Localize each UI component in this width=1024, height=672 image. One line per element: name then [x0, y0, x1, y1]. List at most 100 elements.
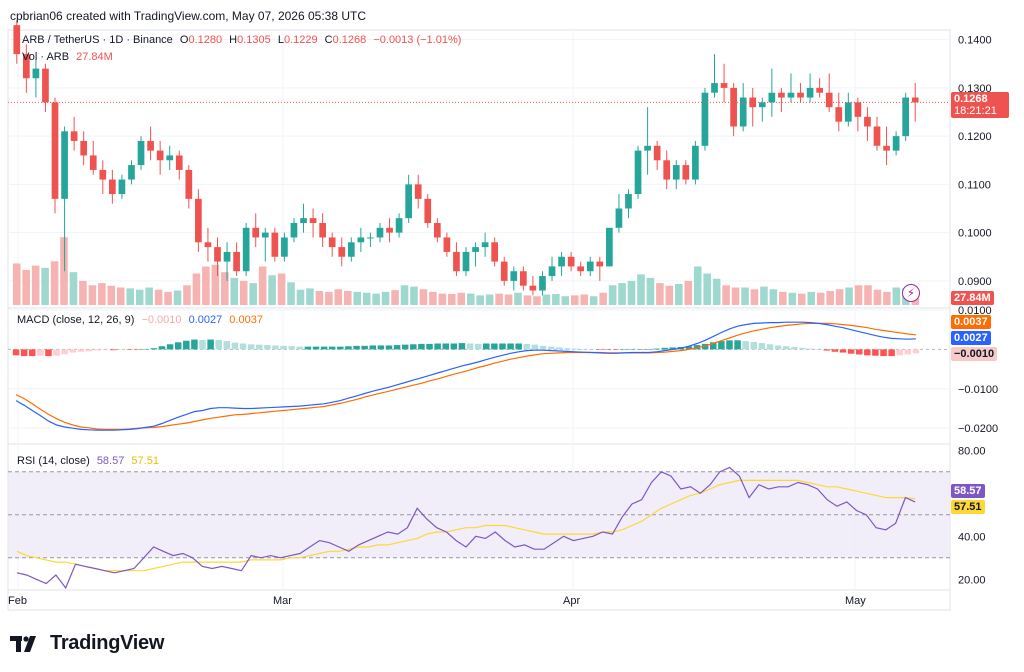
candle-body: [13, 25, 21, 55]
candle-body: [720, 83, 728, 88]
volume-bar: [372, 293, 380, 305]
candle-body: [510, 271, 518, 281]
macd-hist-bar: [199, 339, 206, 350]
candle-body: [109, 179, 116, 195]
macd-hist-bar: [345, 346, 352, 350]
rsi-value: 58.57: [96, 455, 125, 467]
macd-hist-bar: [247, 344, 255, 350]
macd-hist-bar: [53, 349, 60, 356]
rsi-line: [16, 466, 916, 590]
candle-body: [443, 237, 451, 252]
volume-bar: [608, 285, 617, 305]
macd-hist-bar: [896, 349, 903, 356]
candle-body: [672, 165, 680, 180]
change-value: −0.0013 (−1.01%): [373, 34, 462, 46]
volume-bar: [202, 266, 210, 305]
candle-body: [596, 261, 604, 267]
volume-bar: [495, 293, 503, 305]
macd-hist-bar: [912, 349, 920, 354]
macd-hist-bar: [539, 345, 547, 350]
rsi-tick-label: 80.00: [958, 445, 986, 457]
candle-body: [166, 155, 174, 161]
volume-bar: [504, 294, 513, 305]
volume-bar: [268, 275, 276, 305]
macd-hist-bar: [369, 345, 377, 350]
macd-hist-bar: [612, 349, 620, 350]
volume-bar: [826, 291, 834, 305]
macd-tick-label: 0.0100: [958, 305, 992, 317]
volume-bar: [797, 293, 806, 305]
volume-bar: [334, 289, 343, 305]
price-tick-label: 0.0900: [958, 276, 992, 288]
volume-bar: [485, 294, 494, 305]
macd-hist-bar: [572, 348, 579, 350]
candle-body: [873, 126, 881, 146]
macd-signal-line: [15, 322, 916, 430]
macd-hist-bar: [726, 340, 733, 350]
rsi-ma-line: [16, 479, 916, 572]
macd-hist-bar: [426, 343, 433, 350]
volume-bar: [741, 287, 749, 305]
time-tick-label: Feb: [8, 595, 27, 607]
macd-hist-bar: [750, 341, 758, 350]
macd-hist-bar: [207, 339, 214, 350]
low-value: 0.1229: [283, 34, 318, 46]
high-value: 0.1305: [237, 34, 271, 46]
candle-body: [692, 145, 699, 180]
macd-hist-bar: [766, 344, 774, 350]
volume-bar: [684, 280, 693, 305]
flash-icon[interactable]: ⚡: [902, 284, 920, 302]
candle-body: [61, 131, 68, 199]
candle-body: [472, 247, 479, 252]
brand-logo[interactable]: TradingView: [10, 632, 164, 655]
candle-body: [424, 198, 432, 223]
macd-line: [15, 321, 916, 431]
tradingview-logo-icon: [10, 635, 36, 652]
candle-body: [491, 242, 499, 262]
volume-label: Vol · ARB: [22, 51, 70, 63]
macd-hist-bar: [442, 343, 449, 350]
volume-bar: [230, 277, 239, 305]
signal-tag: 0.0037: [951, 315, 991, 329]
brand-name: TradingView: [50, 632, 165, 654]
candle-body: [118, 179, 126, 195]
macd-hist-bar: [555, 347, 563, 350]
macd-tick-label: −0.0200: [958, 423, 998, 435]
macd-hist-bar: [880, 349, 887, 357]
macd-hist-bar: [134, 349, 141, 350]
macd-hist-bar: [564, 348, 571, 350]
macd-hist-bar: [774, 345, 782, 350]
macd-hist-bar: [264, 345, 271, 350]
macd-hist-bar: [791, 347, 798, 350]
macd-hist-bar: [466, 343, 474, 350]
candle-body: [653, 145, 661, 161]
macd-hist-bar: [231, 342, 239, 350]
candle-body: [185, 169, 193, 199]
candle-body: [567, 256, 575, 267]
macd-hist-bar: [458, 343, 466, 350]
candle-body: [290, 222, 298, 238]
macd-hist-bar: [377, 345, 385, 350]
macd-hist-bar: [855, 349, 863, 355]
macd-hist-bar: [596, 349, 604, 350]
last-price-value: 0.1268: [954, 93, 988, 105]
time-tick-label: Mar: [273, 595, 292, 607]
volume-bar: [296, 289, 305, 305]
macd-hist-bar: [158, 346, 166, 350]
countdown-value: 18:21:21: [954, 105, 997, 117]
candle-body: [367, 237, 374, 239]
macd-hist-bar: [580, 349, 587, 350]
volume-bar: [448, 294, 456, 305]
macd-hist-bar: [101, 349, 109, 351]
candle-body: [615, 208, 623, 228]
volume-bar: [391, 290, 399, 305]
volume-bar: [98, 283, 106, 305]
candle-body: [223, 251, 231, 262]
volume-bar: [476, 295, 484, 305]
candle-body: [70, 131, 78, 141]
macd-hist-bar: [742, 341, 749, 350]
macd-hist-bar: [588, 349, 595, 350]
volume-bar: [835, 289, 844, 305]
volume-tag: 27.84M: [951, 291, 994, 305]
